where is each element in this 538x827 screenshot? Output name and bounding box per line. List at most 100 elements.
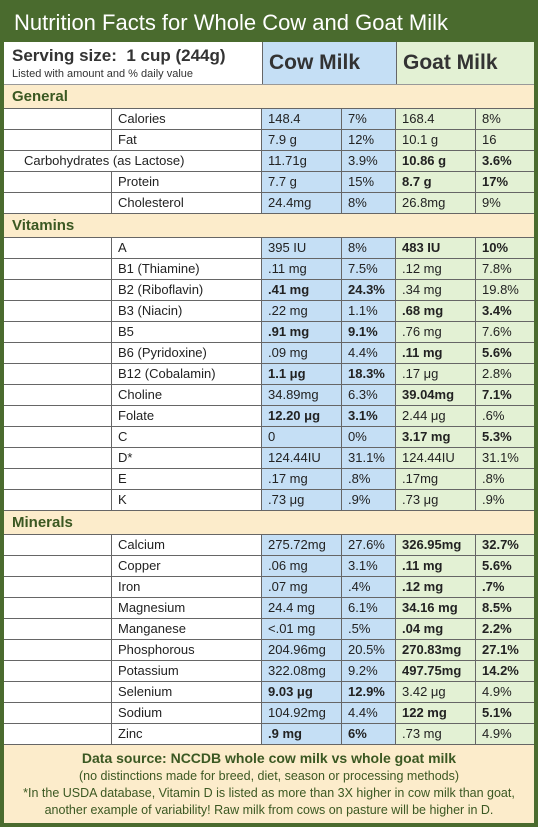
table-row: Choline34.89mg6.3%39.04mg7.1% (4, 385, 534, 406)
spacer-cell (4, 343, 112, 363)
goat-percent: 5.3% (476, 427, 534, 447)
goat-value: 122 mg (396, 703, 476, 723)
nutrient-name: Protein (112, 172, 262, 192)
table-row: B2 (Riboflavin).41 mg24.3%.34 mg19.8% (4, 280, 534, 301)
goat-value: 26.8mg (396, 193, 476, 213)
nutrient-name: Manganese (112, 619, 262, 639)
table-row: Copper.06 mg3.1%.11 mg5.6% (4, 556, 534, 577)
nutrient-name: Calories (112, 109, 262, 129)
serving-info: Serving size: 1 cup (244g) Listed with a… (4, 42, 262, 84)
cow-percent: 3.1% (342, 406, 396, 426)
goat-percent: 7.1% (476, 385, 534, 405)
nutrient-name: B2 (Riboflavin) (112, 280, 262, 300)
cow-percent: 7.5% (342, 259, 396, 279)
cow-percent: 24.3% (342, 280, 396, 300)
goat-percent: 14.2% (476, 661, 534, 681)
goat-value: 497.75mg (396, 661, 476, 681)
cow-value: .41 mg (262, 280, 342, 300)
cow-percent: 6.3% (342, 385, 396, 405)
cow-percent: 9.2% (342, 661, 396, 681)
nutrient-name: Zinc (112, 724, 262, 744)
goat-value: 3.17 mg (396, 427, 476, 447)
footer-note1: (no distinctions made for breed, diet, s… (10, 768, 528, 785)
goat-percent: 2.8% (476, 364, 534, 384)
cow-value: 9.03 μg (262, 682, 342, 702)
goat-value: .73 μg (396, 490, 476, 510)
footer-note3: another example of variability! Raw milk… (10, 802, 528, 819)
nutrient-name: Calcium (112, 535, 262, 555)
goat-value: .11 mg (396, 343, 476, 363)
goat-value: 326.95mg (396, 535, 476, 555)
cow-percent: .8% (342, 469, 396, 489)
nutrient-name: K (112, 490, 262, 510)
cow-percent: 12% (342, 130, 396, 150)
cow-value: 104.92mg (262, 703, 342, 723)
spacer-cell (4, 619, 112, 639)
goat-value: .68 mg (396, 301, 476, 321)
goat-percent: 5.6% (476, 556, 534, 576)
goat-percent: 19.8% (476, 280, 534, 300)
serving-label: Serving size: (12, 46, 117, 65)
table-row: Iron.07 mg.4%.12 mg.7% (4, 577, 534, 598)
cow-percent: 3.9% (342, 151, 396, 171)
goat-value: 10.86 g (396, 151, 476, 171)
footer-note2: *In the USDA database, Vitamin D is list… (10, 785, 528, 802)
goat-percent: 31.1% (476, 448, 534, 468)
nutrient-name: B3 (Niacin) (112, 301, 262, 321)
cow-percent: 6.1% (342, 598, 396, 618)
nutrient-name: B1 (Thiamine) (112, 259, 262, 279)
nutrient-name: E (112, 469, 262, 489)
cow-value: <.01 mg (262, 619, 342, 639)
serving-size: Serving size: 1 cup (244g) (12, 46, 254, 66)
table-row: E.17 mg.8%.17mg.8% (4, 469, 534, 490)
cow-value: 124.44IU (262, 448, 342, 468)
goat-milk-header: Goat Milk (396, 42, 534, 84)
cow-percent: .4% (342, 577, 396, 597)
table-row: B12 (Cobalamin)1.1 μg18.3%.17 μg2.8% (4, 364, 534, 385)
section-minerals: Minerals (4, 511, 534, 535)
spacer-cell (4, 109, 112, 129)
cow-percent: 20.5% (342, 640, 396, 660)
goat-percent: 8.5% (476, 598, 534, 618)
cow-percent: 27.6% (342, 535, 396, 555)
nutrient-name: Phosphorous (112, 640, 262, 660)
goat-value: 34.16 mg (396, 598, 476, 618)
table-row: B5.91 mg9.1%.76 mg7.6% (4, 322, 534, 343)
section-general: General (4, 85, 534, 109)
table-row: Magnesium24.4 mg6.1%34.16 mg8.5% (4, 598, 534, 619)
cow-percent: 4.4% (342, 703, 396, 723)
spacer-cell (4, 193, 112, 213)
goat-percent: 5.1% (476, 703, 534, 723)
goat-value: .17 μg (396, 364, 476, 384)
table-row: B3 (Niacin).22 mg1.1%.68 mg3.4% (4, 301, 534, 322)
goat-percent: 16 (476, 130, 534, 150)
header-row: Serving size: 1 cup (244g) Listed with a… (4, 42, 534, 85)
spacer-cell (4, 577, 112, 597)
table-row: Fat7.9 g12%10.1 g16 (4, 130, 534, 151)
spacer-cell (4, 301, 112, 321)
nutrient-name: B5 (112, 322, 262, 342)
goat-value: 3.42 μg (396, 682, 476, 702)
goat-percent: 32.7% (476, 535, 534, 555)
goat-value: .17mg (396, 469, 476, 489)
goat-percent: 4.9% (476, 682, 534, 702)
goat-percent: .6% (476, 406, 534, 426)
spacer-cell (4, 448, 112, 468)
goat-percent: .8% (476, 469, 534, 489)
nutrient-name: B6 (Pyridoxine) (112, 343, 262, 363)
cow-percent: 4.4% (342, 343, 396, 363)
cow-value: 395 IU (262, 238, 342, 258)
goat-percent: 5.6% (476, 343, 534, 363)
spacer-cell (4, 364, 112, 384)
spacer-cell (4, 322, 112, 342)
cow-milk-header: Cow Milk (262, 42, 396, 84)
table-row: C00%3.17 mg5.3% (4, 427, 534, 448)
goat-percent: 4.9% (476, 724, 534, 744)
cow-percent: 31.1% (342, 448, 396, 468)
nutrient-name: Sodium (112, 703, 262, 723)
nutrient-name: Fat (112, 130, 262, 150)
table-row: Calories148.47%168.48% (4, 109, 534, 130)
spacer-cell (4, 469, 112, 489)
cow-value: .91 mg (262, 322, 342, 342)
goat-value: .34 mg (396, 280, 476, 300)
